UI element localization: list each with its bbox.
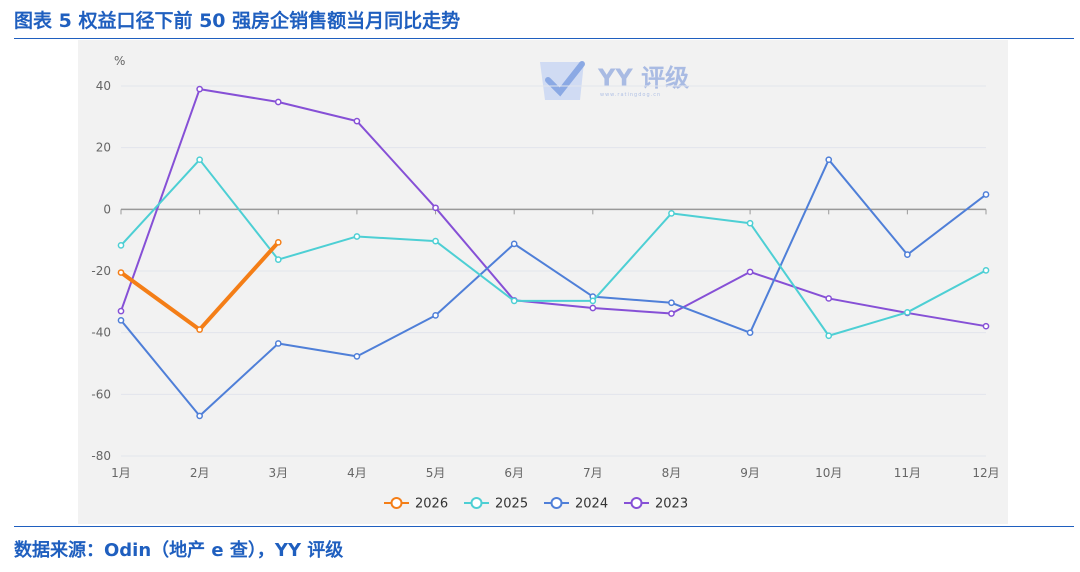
series-2025 bbox=[117, 156, 990, 340]
y-tick-label: 20 bbox=[96, 141, 111, 155]
legend-item-2024[interactable]: 2024 bbox=[544, 497, 608, 512]
data-point-2024[interactable] bbox=[117, 316, 125, 324]
data-point-2025[interactable] bbox=[353, 233, 361, 240]
data-point-2023[interactable] bbox=[746, 268, 754, 276]
legend[interactable]: 2026 2025 2024 2023 bbox=[384, 497, 688, 512]
data-point-2024[interactable] bbox=[196, 412, 203, 420]
x-tick-label: 3月 bbox=[268, 466, 288, 480]
data-point-2024[interactable] bbox=[904, 251, 911, 259]
data-point-2025[interactable] bbox=[274, 256, 282, 263]
data-point-2025[interactable] bbox=[196, 156, 203, 164]
x-tick-label: 8月 bbox=[662, 466, 682, 480]
chart-panel bbox=[78, 40, 1008, 524]
series-line-2025 bbox=[120, 158, 987, 337]
watermark-subtext: www.ratingdog.cn bbox=[600, 92, 661, 98]
legend-swatch-marker bbox=[470, 497, 483, 509]
legend-swatch-marker bbox=[390, 497, 403, 509]
legend-label: 2023 bbox=[655, 497, 688, 512]
data-point-2026[interactable] bbox=[196, 326, 203, 333]
legend-label: 2025 bbox=[495, 497, 528, 512]
data-point-2024[interactable] bbox=[510, 240, 518, 248]
data-point-2024[interactable] bbox=[746, 329, 754, 337]
data-point-2025[interactable] bbox=[589, 297, 597, 305]
data-point-2023[interactable] bbox=[274, 98, 282, 106]
data-point-2025[interactable] bbox=[825, 332, 833, 340]
series-2024 bbox=[117, 156, 990, 420]
data-point-2025[interactable] bbox=[117, 242, 125, 249]
x-tick-label: 9月 bbox=[740, 466, 760, 480]
data-point-2024[interactable] bbox=[668, 299, 675, 307]
data-point-2023[interactable] bbox=[589, 304, 597, 312]
watermark-text: YY 评级 bbox=[597, 64, 689, 92]
x-tick-label: 12月 bbox=[972, 466, 999, 480]
x-tick-label: 11月 bbox=[894, 466, 921, 480]
data-point-2023[interactable] bbox=[196, 85, 203, 93]
data-point-2025[interactable] bbox=[746, 219, 754, 227]
y-axis-unit: % bbox=[114, 54, 125, 68]
legend-item-2025[interactable]: 2025 bbox=[464, 497, 528, 512]
y-tick-label: 0 bbox=[103, 202, 111, 216]
y-axis: % -80 -60 -40 -20 0 20 40 bbox=[91, 54, 125, 463]
data-point-2025[interactable] bbox=[432, 237, 439, 245]
figure-title: 图表 5 权益口径下前 50 强房企销售额当月同比走势 bbox=[14, 10, 461, 32]
data-point-2023[interactable] bbox=[117, 307, 125, 315]
figure-source: 数据来源：Odin（地产 e 查），YY 评级 bbox=[14, 540, 344, 561]
legend-item-2026[interactable]: 2026 bbox=[384, 497, 448, 512]
y-tick-label: -40 bbox=[91, 326, 111, 340]
x-tick-label: 6月 bbox=[504, 466, 524, 480]
data-point-2023[interactable] bbox=[668, 310, 675, 317]
data-point-2024[interactable] bbox=[274, 340, 282, 347]
check-logo-icon bbox=[540, 61, 585, 100]
series-2023 bbox=[117, 85, 990, 330]
series-line-2024 bbox=[120, 158, 987, 417]
series-group bbox=[117, 85, 990, 420]
data-point-2023[interactable] bbox=[825, 295, 833, 302]
series-2026 bbox=[117, 238, 282, 333]
data-point-2024[interactable] bbox=[825, 156, 833, 164]
legend-swatch-marker bbox=[550, 497, 563, 509]
data-point-2026[interactable] bbox=[274, 238, 282, 246]
x-tick-label: 1月 bbox=[111, 466, 131, 480]
data-point-2025[interactable] bbox=[904, 308, 911, 316]
y-tick-label: -80 bbox=[91, 449, 111, 463]
x-tick-label: 4月 bbox=[347, 466, 367, 480]
x-tick-label: 2月 bbox=[190, 466, 210, 480]
series-line-2026 bbox=[119, 240, 280, 332]
bottom-rule bbox=[14, 526, 1074, 527]
x-axis: 1月 2月 3月 4月 5月 6月 7月 8月 9月 10月 11月 12月 bbox=[111, 209, 1000, 480]
x-tick-label: 10月 bbox=[815, 466, 842, 480]
data-point-2024[interactable] bbox=[353, 353, 361, 360]
legend-swatch-marker bbox=[630, 497, 643, 509]
data-point-2023[interactable] bbox=[353, 117, 361, 125]
y-tick-label: -20 bbox=[91, 264, 111, 278]
y-tick-label: -60 bbox=[91, 387, 111, 401]
x-tick-label: 5月 bbox=[426, 466, 446, 480]
watermark: YY 评级 www.ratingdog.cn bbox=[540, 61, 689, 100]
y-tick-label: 40 bbox=[96, 79, 111, 93]
data-point-2024[interactable] bbox=[432, 312, 439, 319]
data-point-2025[interactable] bbox=[510, 297, 518, 305]
legend-label: 2026 bbox=[415, 497, 448, 512]
legend-label: 2024 bbox=[575, 497, 608, 512]
series-line-2023 bbox=[120, 88, 987, 328]
data-point-2026[interactable] bbox=[117, 269, 125, 276]
data-point-2025[interactable] bbox=[668, 209, 675, 217]
x-tick-label: 7月 bbox=[583, 466, 603, 480]
data-point-2023[interactable] bbox=[982, 322, 990, 330]
top-rule bbox=[14, 38, 1074, 39]
data-point-2024[interactable] bbox=[982, 191, 990, 198]
data-point-2023[interactable] bbox=[432, 204, 439, 212]
legend-item-2023[interactable]: 2023 bbox=[624, 497, 688, 512]
data-point-2025[interactable] bbox=[982, 267, 990, 274]
